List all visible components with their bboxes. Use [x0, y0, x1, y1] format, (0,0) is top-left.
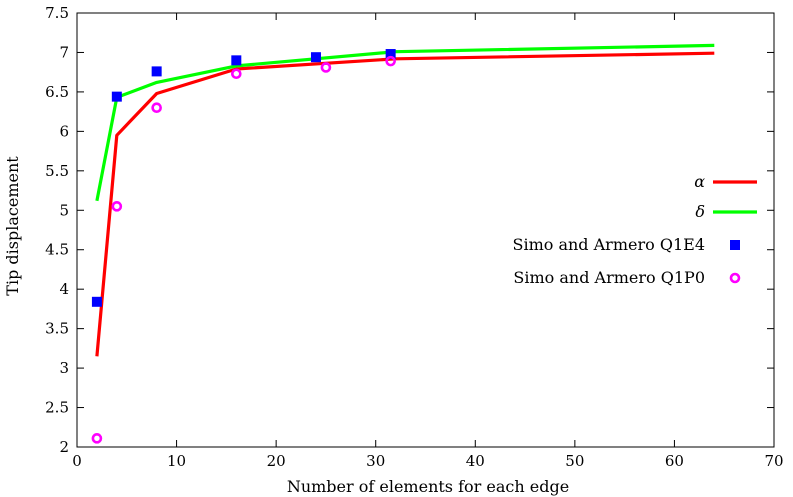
data-point-square [111, 91, 122, 102]
data-point-square [151, 66, 162, 77]
x-tick-label: 50 [565, 452, 584, 470]
y-tick-label: 6.5 [45, 83, 69, 101]
data-point-circle [151, 102, 162, 113]
series-line [95, 51, 715, 357]
legend-circle-swatch [729, 272, 741, 284]
data-point-square [231, 55, 242, 66]
legend-label: Simo and Armero Q1E4 [512, 235, 705, 254]
data-point-circle [231, 68, 242, 80]
x-tick-label: 30 [366, 452, 385, 470]
x-tick-label: 70 [764, 452, 783, 470]
legend-label: α [694, 172, 705, 191]
series-4 [91, 55, 396, 444]
x-tick-label: 10 [167, 452, 186, 470]
y-axis-title: Tip displacement [3, 156, 22, 296]
x-tick-label: 20 [267, 452, 286, 470]
y-tick-label: 2.5 [45, 399, 69, 417]
axes [76, 12, 775, 448]
x-tick-label: 40 [466, 452, 485, 470]
y-tick-label: 7.5 [45, 4, 69, 22]
legend-label: δ [695, 202, 705, 221]
legend-label: Simo and Armero Q1P0 [513, 268, 705, 287]
y-tick-label: 3.5 [45, 320, 69, 338]
plot-series [91, 43, 715, 444]
y-tick-label: 3 [59, 359, 69, 377]
x-axis-ticks: 0 10 20 30 40 50 60 70 [72, 13, 784, 470]
x-tick-label: 0 [72, 452, 82, 470]
data-point-circle [385, 55, 396, 67]
data-point-circle [320, 62, 332, 73]
data-point-square [91, 296, 102, 307]
x-tick-label: 60 [665, 452, 684, 470]
legend-square-swatch [730, 240, 740, 250]
y-tick-label: 4.5 [45, 241, 69, 259]
y-tick-label: 6 [59, 122, 69, 140]
y-tick-label: 2 [59, 438, 69, 456]
data-point-circle [91, 433, 103, 444]
data-point-square [310, 52, 321, 63]
y-tick-label: 5 [59, 201, 69, 219]
x-axis-title: Number of elements for each edge [287, 477, 569, 496]
series-line [95, 43, 715, 202]
y-tick-label: 5.5 [45, 162, 69, 180]
series-1 [95, 51, 715, 357]
y-axis-ticks: 2 2.5 3 3.5 4 4.5 5 5.5 6 6.5 7 7.5 [45, 4, 774, 456]
y-tick-label: 4 [59, 280, 69, 298]
data-point-square [385, 49, 396, 60]
series-2 [95, 43, 715, 202]
plot-frame [76, 12, 775, 448]
legend: αδ Simo and Armero Q1E4 Simo and Armero Q1… [512, 172, 757, 287]
y-tick-label: 7 [59, 43, 69, 61]
series-3 [91, 49, 396, 307]
data-point-circle [111, 201, 123, 212]
